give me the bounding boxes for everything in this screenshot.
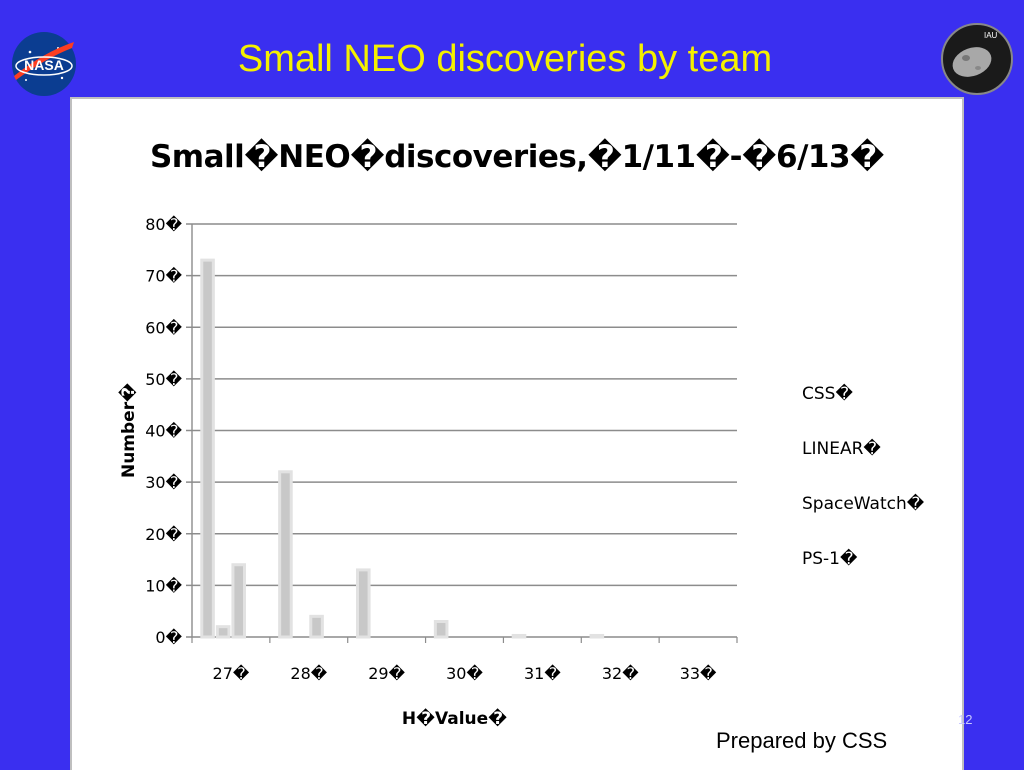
x-tick-label-2: 29� [368, 664, 405, 683]
x-tick-label-0: 27� [213, 664, 250, 683]
legend-item-css: CSS� [802, 384, 853, 404]
legend-item-spacewatch: SpaceWatch� [802, 494, 925, 514]
x-axis-title: H�Value� [402, 708, 507, 729]
bar-s0-c0 [200, 258, 215, 639]
y-tick-label-8: 80� [145, 215, 182, 234]
y-tick-label-2: 20� [145, 525, 182, 544]
y-tick-label-3: 30� [145, 473, 182, 492]
legend-item-ps1: PS-1� [802, 549, 858, 569]
x-tick-label-3: 30� [446, 664, 483, 683]
iau-logo: IAU [941, 23, 1013, 95]
slide-number: 12 [958, 712, 973, 727]
chart-title: Small�NEO�discoveries,�1/11�-�6/13� [149, 139, 885, 175]
y-axis-title: Number� [118, 383, 139, 478]
y-tick-label-4: 40� [145, 422, 182, 441]
bar-s0-c4 [511, 633, 527, 639]
bar-chart: 0� 10� 20� 30� 40� 50� 60� 70� 80� 27� 28� 29� 30� 31… [118, 215, 738, 729]
x-tick-label-5: 32� [602, 664, 639, 683]
bar-s0-c2 [356, 568, 371, 639]
iau-logo-text: IAU [984, 31, 998, 40]
bar-s0-c5 [589, 633, 605, 639]
x-tick-label-4: 31� [524, 664, 561, 683]
bar-s1-c0 [215, 625, 231, 639]
x-tick-label-1: 28� [290, 664, 327, 683]
y-tick-label-1: 10� [145, 576, 182, 595]
bar-s0-c3 [433, 620, 449, 639]
bar-s2-c1 [309, 614, 324, 639]
chart-panel: Small�NEO�discoveries,�1/11�-�6/13� 0� 10… [70, 97, 964, 770]
y-tick-label-0: 0� [155, 628, 182, 647]
slide-title: Small NEO discoveries by team [237, 38, 773, 80]
bar-s2-c0 [231, 563, 247, 639]
footer-credit: Prepared by CSS [716, 728, 888, 753]
legend-item-linear: LINEAR� [802, 439, 881, 459]
nasa-logo: NASA [12, 32, 76, 96]
bar-s0-c1 [278, 470, 293, 639]
y-tick-label-7: 70� [145, 267, 182, 286]
y-tick-label-5: 50� [145, 370, 182, 389]
chart-legend: CSS� LINEAR� SpaceWatch� PS-1� [802, 384, 924, 604]
nasa-logo-text: NASA [24, 57, 64, 73]
x-tick-label-6: 33� [680, 664, 717, 683]
y-tick-label-6: 60� [145, 318, 182, 337]
